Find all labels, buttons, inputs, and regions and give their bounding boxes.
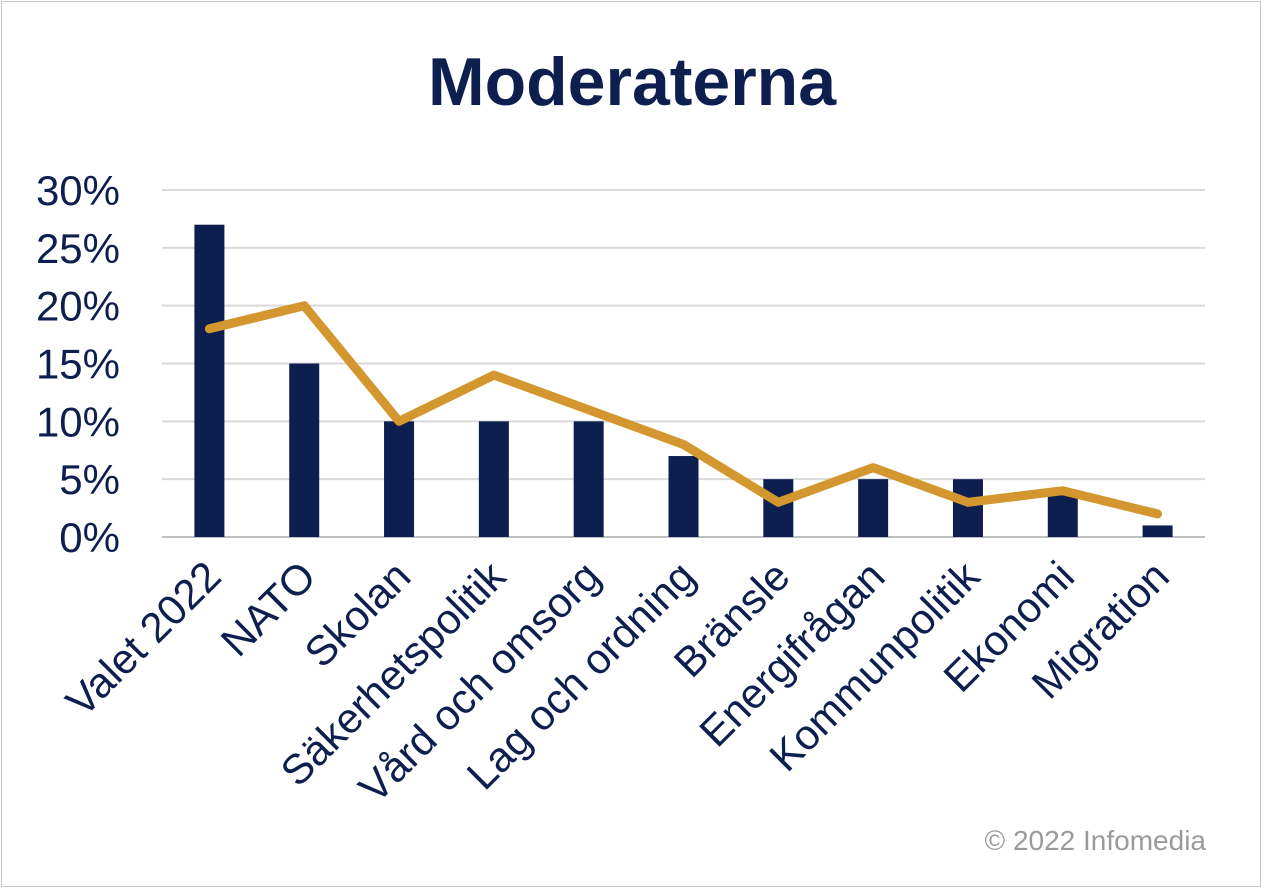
bar bbox=[668, 456, 699, 537]
chart-title: Moderaterna bbox=[427, 44, 837, 120]
bar bbox=[1047, 490, 1078, 537]
bar bbox=[194, 224, 225, 537]
bar bbox=[952, 479, 983, 537]
y-tick-label: 30% bbox=[36, 167, 120, 214]
x-axis-categories: Valet 2022NATOSkolanSäkerhetspolitikVård… bbox=[57, 551, 1178, 811]
bar bbox=[1142, 525, 1173, 537]
series-line bbox=[204, 301, 1163, 519]
bar bbox=[858, 479, 889, 537]
bar bbox=[573, 421, 604, 537]
y-tick-label: 5% bbox=[59, 456, 120, 503]
y-tick-label: 10% bbox=[36, 398, 120, 445]
line-series bbox=[204, 301, 1163, 519]
y-tick-label: 15% bbox=[36, 341, 120, 388]
bar bbox=[763, 479, 794, 537]
bar bbox=[384, 421, 415, 537]
gridlines bbox=[162, 189, 1205, 538]
bar-series bbox=[194, 224, 1173, 537]
y-tick-label: 25% bbox=[36, 225, 120, 272]
x-category-label: Valet 2022 bbox=[57, 552, 230, 725]
y-tick-label: 20% bbox=[36, 283, 120, 330]
bar bbox=[289, 363, 320, 537]
copyright-text: © 2022 Infomedia bbox=[984, 825, 1206, 856]
y-tick-label: 0% bbox=[59, 514, 120, 561]
bar bbox=[478, 421, 509, 537]
y-axis-ticks: 0% 5% 10% 15% 20% 25% 30% bbox=[36, 167, 120, 561]
